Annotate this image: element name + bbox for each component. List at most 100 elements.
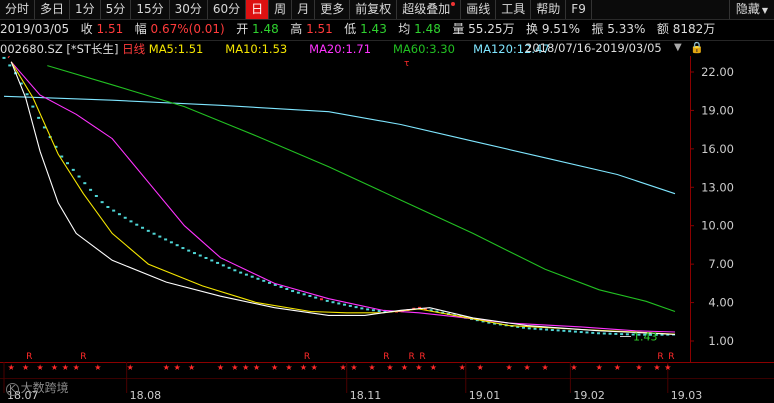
turnover-value: 9.51% (541, 22, 580, 36)
signal-star: ★ (242, 363, 249, 372)
candle (568, 330, 572, 333)
tab-2[interactable]: 1分 (70, 0, 101, 19)
signal-star: ★ (664, 363, 671, 372)
amplitude-value: 5.33% (607, 22, 646, 36)
signal-star: ★ (127, 363, 134, 372)
stock-name: [*ST长生] (66, 42, 119, 56)
candle (164, 238, 168, 241)
y-tick-label: 19.00 (701, 103, 734, 117)
candle (308, 294, 312, 297)
low-label: 低 (344, 22, 357, 36)
candle (42, 126, 46, 129)
hide-button[interactable]: 隐藏 ▼ (728, 0, 774, 19)
tab-13[interactable]: 画线 (461, 0, 497, 19)
signal-r: R (26, 352, 32, 362)
lock-icon[interactable]: 🔒 (690, 41, 704, 54)
tab-4[interactable]: 15分 (131, 0, 170, 19)
candle (25, 93, 29, 96)
date-range[interactable]: 2018/07/16-2019/03/05 (525, 41, 662, 55)
y-tick-label: 1.00 (708, 334, 734, 348)
triangle-down-icon[interactable]: ▼ (674, 42, 682, 53)
period-label: 日线 (122, 42, 146, 56)
candle (65, 162, 69, 165)
tab-14[interactable]: 工具 (496, 0, 532, 19)
candle (383, 310, 387, 313)
close-value: 1.51 (96, 22, 124, 36)
signal-star: ★ (542, 363, 549, 372)
candle (112, 209, 116, 212)
change-label: 幅 (134, 22, 147, 36)
signal-star: ★ (73, 363, 80, 372)
axis-labels: 22.00 19.00 16.00 13.00 10.00 7.00 4.00 1.00 18.… (7, 65, 734, 402)
tab-8[interactable]: 周 (269, 0, 293, 19)
y-tick-label: 4.00 (708, 296, 734, 310)
ma-lines (3, 61, 676, 336)
candle (545, 328, 549, 331)
candle (279, 285, 283, 288)
signal-star: ★ (386, 363, 393, 372)
tab-3[interactable]: 5分 (101, 0, 132, 19)
candle (591, 331, 595, 334)
tab-0[interactable]: 分时 (0, 0, 36, 19)
tab-9[interactable]: 月 (292, 0, 316, 19)
signal-star: ★ (524, 363, 531, 372)
signal-star: ★ (368, 363, 375, 372)
watermark: K 大数跨境 (6, 381, 69, 397)
candle (343, 303, 347, 306)
tab-1[interactable]: 多日 (35, 0, 71, 19)
candle (643, 333, 647, 336)
kline-chart[interactable]: ←23.101.43τ★★★★★★★★★★★★★★★★★★★★★★★★★★★★★… (0, 56, 774, 403)
max-pointer (7, 56, 11, 59)
candle (106, 206, 110, 209)
candle (435, 310, 439, 313)
tab-5[interactable]: 30分 (170, 0, 208, 19)
signal-star: ★ (350, 363, 357, 372)
notify-dot-icon (451, 2, 456, 6)
candle (244, 273, 248, 276)
signal-star: ★ (51, 363, 58, 372)
candle (262, 279, 266, 282)
signal-star: ★ (36, 363, 43, 372)
stock-code: 002680.SZ (0, 42, 63, 56)
line-ma20 (10, 61, 676, 333)
tab-15[interactable]: 帮助 (531, 0, 567, 19)
caret-down-icon: ▼ (761, 6, 768, 15)
candle (77, 175, 81, 178)
signal-r: R (668, 352, 674, 362)
candle (192, 252, 196, 255)
tab-12[interactable]: 超级叠加 (397, 0, 462, 19)
signal-star: ★ (415, 363, 422, 372)
candle (135, 223, 139, 226)
tab-11[interactable]: 前复权 (350, 0, 398, 19)
chart-axes (0, 56, 774, 393)
x-tick-label: 18.08 (130, 389, 162, 402)
candle (481, 320, 485, 323)
candle (660, 333, 664, 336)
tab-6[interactable]: 60分 (208, 0, 247, 19)
candle (631, 333, 635, 336)
tab-16[interactable]: F9 (566, 0, 592, 19)
candle (273, 283, 277, 286)
signal-r: R (80, 352, 86, 362)
open-label: 开 (236, 22, 249, 36)
candle (521, 326, 525, 329)
candle (250, 275, 254, 278)
candle (625, 333, 629, 336)
candle (418, 306, 422, 309)
candle (614, 332, 618, 335)
candle (562, 329, 566, 332)
high-label: 高 (290, 22, 303, 36)
candle (60, 155, 64, 158)
candle (325, 299, 329, 302)
tab-10[interactable]: 更多 (315, 0, 351, 19)
avg-label: 均 (398, 22, 411, 36)
change-value: 0.67%(0.01) (150, 22, 225, 36)
avg-value: 1.48 (414, 22, 441, 36)
signal-star: ★ (163, 363, 170, 372)
candle (360, 307, 364, 310)
y-tick-label: 7.00 (708, 257, 734, 271)
close-label: 收 (80, 22, 93, 36)
candle (210, 259, 214, 262)
tab-7[interactable]: 日 (246, 0, 270, 19)
toolbar-spacer (592, 0, 729, 19)
